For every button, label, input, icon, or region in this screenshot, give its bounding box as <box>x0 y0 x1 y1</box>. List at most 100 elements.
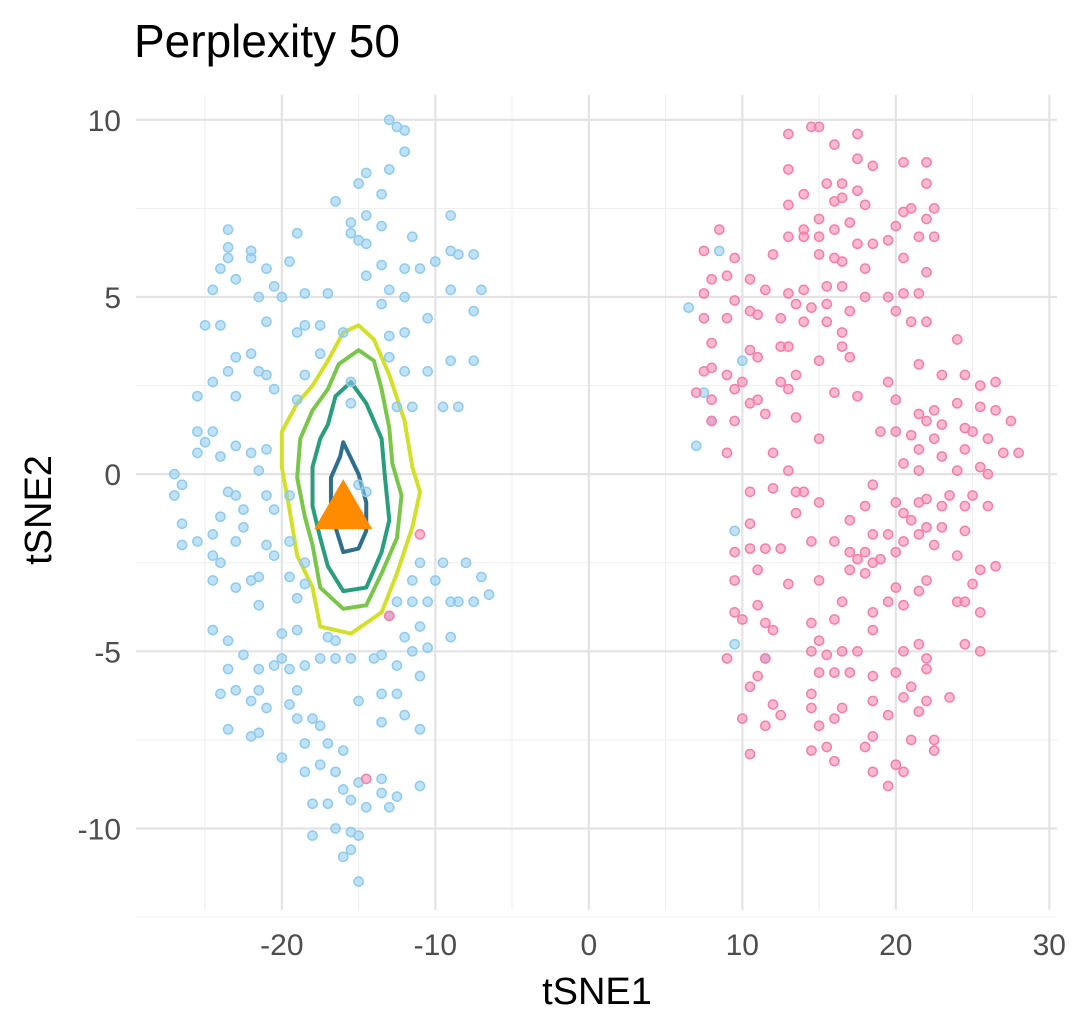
x-axis-title: tSNE1 <box>542 971 652 1013</box>
series-a-point <box>299 766 311 778</box>
series-a-point <box>169 490 180 501</box>
series-a-point <box>337 327 349 338</box>
series-a-point <box>376 773 387 785</box>
series-a-point <box>276 628 288 639</box>
series-a-point <box>345 794 357 806</box>
series-b-point <box>736 614 748 625</box>
series-a-point <box>207 575 219 586</box>
series-a-point <box>291 592 303 604</box>
series-b-point <box>898 536 909 547</box>
series-b-point <box>905 203 917 214</box>
series-b-point <box>775 709 787 721</box>
series-b-point <box>736 376 748 388</box>
series-a-point <box>445 355 457 367</box>
series-b-point <box>829 139 840 150</box>
series-a-point <box>322 798 334 810</box>
series-b-point <box>867 624 879 636</box>
series-b-point <box>898 692 909 703</box>
series-b-point <box>783 578 794 590</box>
series-b-point <box>959 369 971 381</box>
series-b-point <box>744 273 756 285</box>
series-b-point <box>982 433 994 445</box>
series-b-point <box>898 599 909 611</box>
series-a-point <box>176 539 188 551</box>
series-b-point <box>928 539 940 551</box>
series-a-point <box>399 146 410 158</box>
series-a-point <box>376 688 387 700</box>
series-a-point <box>207 529 219 540</box>
series-b-point <box>729 415 741 427</box>
x-tick-label: -10 <box>414 929 457 962</box>
series-a-point <box>215 511 226 523</box>
series-b-point <box>813 667 825 678</box>
series-a-point <box>245 695 257 707</box>
series-b-point <box>867 479 879 491</box>
series-b-point <box>882 291 894 303</box>
series-a-point <box>261 443 272 455</box>
series-b-point <box>729 252 741 264</box>
series-b-point <box>974 564 986 576</box>
series-b-point <box>744 543 756 554</box>
series-b-point <box>729 383 741 395</box>
series-a-point <box>391 596 403 608</box>
series-a-point <box>468 305 480 317</box>
series-a-point <box>215 688 226 700</box>
series-a-point <box>437 557 449 569</box>
series-a-point <box>399 263 410 274</box>
series-a-point <box>245 252 257 264</box>
series-b-point <box>928 734 940 746</box>
series-a-point <box>429 575 441 586</box>
series-b-point <box>944 490 955 501</box>
series-b-point <box>898 156 909 168</box>
series-a-point <box>253 684 265 696</box>
series-b-point <box>852 553 863 565</box>
series-b-point <box>890 497 902 508</box>
series-b-point <box>806 302 817 313</box>
series-b-point <box>867 557 879 569</box>
series-a-point <box>453 401 464 413</box>
series-b-point <box>698 245 710 257</box>
series-a-point <box>445 284 457 296</box>
density-contour <box>310 380 392 594</box>
series-b-point <box>752 564 764 576</box>
series-b-point <box>829 536 840 547</box>
series-a-point <box>330 635 341 647</box>
series-a-point <box>337 784 349 795</box>
series-a-point <box>268 383 280 395</box>
series-b-point <box>913 585 925 597</box>
series-b-point <box>767 624 779 636</box>
series-b-point <box>767 447 779 459</box>
series-b-point <box>829 387 840 399</box>
series-b-point <box>913 497 925 508</box>
annotation-layer <box>314 479 373 530</box>
series-a-point <box>445 210 457 221</box>
series-a-point <box>360 238 372 250</box>
series-a-point <box>253 291 265 303</box>
series-a-point <box>360 801 372 813</box>
series-b-point <box>905 429 917 441</box>
series-b-point <box>706 394 717 406</box>
series-b-point <box>360 773 372 785</box>
series-a-point <box>429 256 441 267</box>
series-b-point <box>921 653 932 664</box>
series-a-point <box>360 210 372 221</box>
series-b-point <box>859 500 871 512</box>
series-b-point <box>721 447 733 459</box>
series-b-point <box>729 606 741 618</box>
series-a-point <box>383 330 395 342</box>
series-a-point <box>337 851 349 863</box>
series-b-point <box>852 390 863 402</box>
series-b-point <box>997 447 1009 459</box>
series-a-point <box>376 220 387 232</box>
series-b-point <box>890 305 902 317</box>
series-b-point <box>913 358 925 370</box>
series-b-point <box>729 575 741 586</box>
series-b-point <box>767 699 779 710</box>
series-b-point <box>813 231 825 243</box>
series-a-point <box>376 259 387 271</box>
series-b-point <box>859 263 871 274</box>
series-b-point <box>867 670 879 682</box>
series-b-point <box>898 507 909 519</box>
series-a-point <box>690 440 702 452</box>
